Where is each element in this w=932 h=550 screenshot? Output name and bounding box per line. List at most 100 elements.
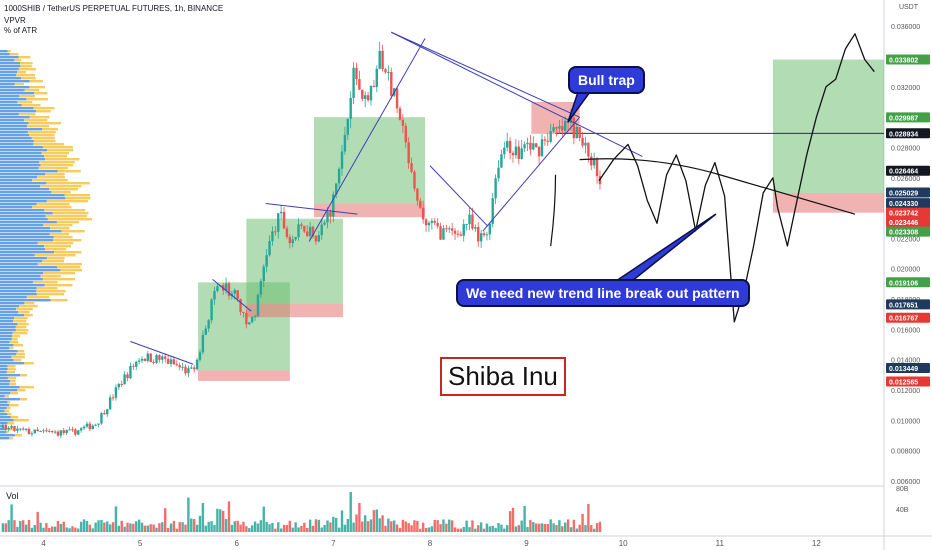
vpvr-bar-buy — [0, 326, 16, 329]
volume-bar — [366, 521, 370, 532]
volume-bar — [77, 528, 80, 532]
vpvr-bar-buy — [0, 59, 15, 62]
x-tick-label: 10 — [619, 539, 628, 548]
volume-bar — [587, 504, 590, 532]
price-label-text: 0.033802 — [889, 58, 918, 65]
volume-bar — [288, 520, 292, 532]
candle-body — [77, 430, 80, 435]
vpvr-bar-sell — [37, 242, 74, 245]
candle-body — [181, 366, 184, 368]
candle-body — [410, 163, 413, 172]
vpvr-bar-buy — [0, 413, 8, 416]
vpvr-bar-buy — [0, 389, 18, 392]
volume-bar — [430, 526, 434, 532]
volume-bar — [50, 526, 54, 532]
vpvr-bar-buy — [0, 425, 2, 428]
vpvr-bar-sell — [6, 428, 14, 431]
price-label-box — [886, 207, 930, 218]
vpvr-bar-buy — [0, 323, 18, 326]
vpvr-bar-buy — [0, 107, 34, 110]
vpvr-bar-sell — [45, 173, 65, 176]
vpvr-bar-buy — [0, 410, 5, 413]
volume-bar — [74, 527, 77, 532]
candle-body — [259, 281, 263, 295]
vpvr-bar-sell — [42, 146, 73, 149]
vpvr-bar-sell — [28, 122, 62, 125]
candle-body — [164, 356, 167, 359]
candle-body — [53, 431, 57, 433]
volume-bar — [111, 522, 115, 532]
volume-bar — [71, 526, 74, 532]
volume-bar — [311, 525, 315, 532]
x-tick-label: 8 — [428, 539, 433, 548]
x-tick-label: 4 — [41, 539, 46, 548]
candle-body — [45, 430, 48, 432]
vpvr-bar-sell — [7, 422, 14, 425]
candle-body — [549, 131, 552, 142]
price-label-box — [886, 112, 930, 123]
vpvr-bar-sell — [10, 416, 19, 419]
candle-body — [427, 222, 431, 226]
volume-bar — [375, 509, 378, 532]
vpvr-bar-sell — [21, 104, 41, 107]
vpvr-bar-sell — [29, 80, 43, 83]
candle-body — [4, 424, 7, 430]
volume-bar — [332, 516, 335, 532]
candle-body — [24, 428, 28, 430]
vpvr-bar-buy — [0, 434, 15, 437]
volume-bar — [143, 525, 147, 532]
candle-body — [436, 222, 439, 227]
vpvr-bar-sell — [36, 203, 70, 206]
vpvr-bar-sell — [7, 50, 11, 53]
volume-bar — [543, 523, 547, 532]
vpvr-bar-sell — [6, 407, 11, 410]
vpvr-bar-sell — [31, 137, 55, 140]
volume-bar — [164, 508, 167, 532]
volume-bar — [85, 520, 89, 532]
volume-bar — [552, 523, 555, 532]
volume-bar — [471, 520, 474, 532]
vpvr-bar-sell — [13, 419, 29, 422]
vpvr-bar-buy — [0, 209, 45, 212]
candle-body — [332, 194, 335, 217]
stop-zone — [246, 303, 343, 318]
candle-body — [285, 228, 289, 238]
y-tick-label: 0.014000 — [891, 358, 920, 365]
volume-bar — [277, 522, 280, 532]
volume-bar — [129, 523, 132, 532]
candle-body — [21, 428, 25, 430]
candle-body — [291, 239, 294, 244]
trendline — [429, 165, 489, 227]
volume-bar — [155, 527, 158, 532]
volume-bar — [259, 520, 263, 532]
volume-bar — [16, 526, 19, 532]
vpvr-bar-buy — [0, 215, 46, 218]
volume-bar — [253, 521, 257, 532]
trendline — [308, 38, 426, 242]
volume-bar — [404, 521, 407, 532]
vpvr-bar-sell — [33, 140, 56, 143]
candle-body — [355, 67, 358, 80]
candle-body — [178, 365, 181, 368]
vpvr-bar-sell — [40, 164, 74, 167]
vpvr-bar-buy — [0, 131, 28, 134]
vpvr-bar-sell — [32, 179, 68, 182]
y-tick-label: 0.016000 — [891, 327, 920, 334]
vpvr-bar-sell — [6, 371, 15, 374]
vpvr-bar-buy — [0, 422, 8, 425]
volume-bar — [474, 528, 477, 532]
candle-body — [595, 158, 599, 177]
vpvr-bar-sell — [17, 101, 33, 104]
candle-body — [224, 283, 228, 291]
candle-body — [192, 367, 196, 370]
volume-bar — [306, 527, 309, 532]
volume-bar — [114, 506, 118, 532]
volume-bar — [132, 523, 135, 532]
candle-body — [584, 142, 587, 146]
volume-bar — [558, 520, 561, 532]
vpvr-bar-buy — [0, 176, 38, 179]
price-label-box — [886, 54, 930, 65]
candle-body — [398, 108, 402, 120]
volume-bar — [329, 522, 332, 532]
